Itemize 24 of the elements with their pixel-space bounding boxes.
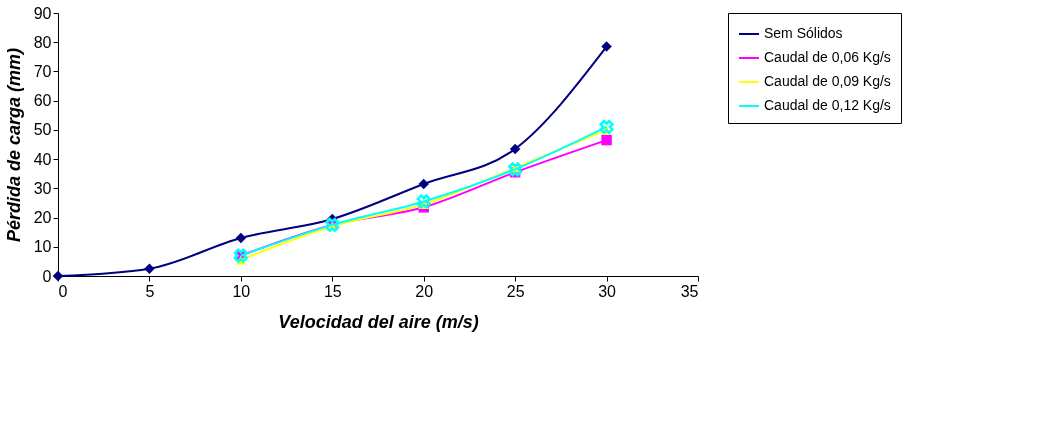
y-tick-label: 60 [33,92,52,110]
y-tick-label: 80 [33,33,52,51]
legend-label: Caudal de 0,12 Kg/s [764,97,891,113]
y-tick-label: 20 [33,209,52,227]
y-tick-label: 70 [33,62,52,80]
x-axis-title: Velocidad del aire (m/s) [278,311,479,332]
x-tick-label: 20 [415,282,434,300]
legend-label: Caudal de 0,06 Kg/s [764,49,891,65]
y-tick-label: 50 [33,121,52,139]
y-axis-title: Pérdida de carga (mm) [3,47,24,243]
x-tick-label: 25 [506,282,525,300]
y-tick-label: 0 [42,267,52,285]
y-tick-label: 10 [33,238,52,256]
legend-label: Sem Sólidos [764,25,843,41]
x-tick-label: 5 [145,282,155,300]
y-tick-label: 90 [33,4,52,22]
x-tick-label: 30 [598,282,617,300]
y-tick-label: 40 [33,150,52,168]
x-tick-label: 15 [323,282,342,300]
x-tick-label: 10 [232,282,251,300]
x-tick-label: 0 [58,282,68,300]
y-tick-label: 30 [33,179,52,197]
legend-label: Caudal de 0,09 Kg/s [764,73,891,89]
x-tick-label: 35 [680,282,699,300]
